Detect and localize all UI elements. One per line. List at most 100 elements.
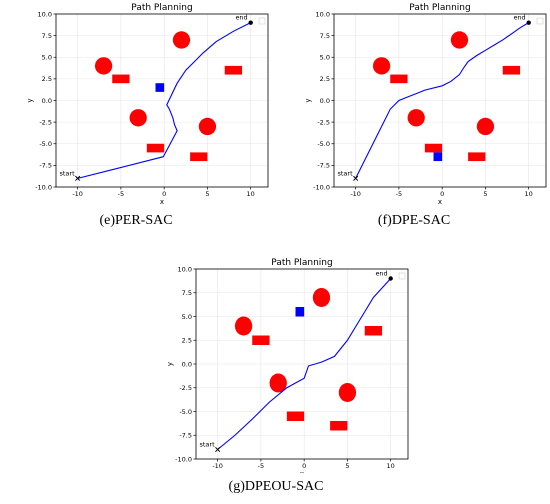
y-tick-label: -2.5 — [317, 118, 330, 126]
y-tick-label: 5.0 — [42, 54, 52, 62]
circle-obstacle — [450, 31, 469, 49]
dynamic-obstacle — [295, 307, 305, 317]
y-tick-label: -10.0 — [175, 455, 192, 463]
y-tick-label: -2.5 — [39, 118, 52, 126]
grid — [196, 268, 408, 460]
y-tick-label: -7.5 — [317, 162, 330, 170]
x-axis-label: x — [438, 198, 442, 206]
path-line — [355, 22, 529, 179]
legend-box — [258, 17, 266, 25]
end-label: end — [513, 14, 525, 22]
rect-obstacle — [390, 74, 408, 84]
rect-obstacle — [364, 326, 383, 336]
rect-obstacle — [468, 152, 486, 162]
x-tick-label: 0 — [302, 462, 306, 470]
rect-obstacle — [330, 421, 348, 431]
end-marker — [526, 20, 531, 25]
start-marker — [215, 446, 221, 453]
chart-panel-f: start end -10 -5 0 5 10 -10.0 -7.5 -5.0 -2.5 0.0 2.5… — [278, 0, 550, 232]
x-axis-label: x — [160, 198, 164, 206]
y-tick-label: -2.5 — [179, 384, 192, 392]
chart-panel-g: start end -10 -5 0 5 10 -10.0 -7.5 -5.0 -2.5 0.0 2.5… — [140, 253, 412, 504]
rect-obstacle — [224, 65, 243, 75]
y-tick-label: 10.0 — [38, 10, 52, 18]
circle-obstacle — [172, 31, 191, 49]
end-label: end — [375, 270, 387, 278]
circle-obstacle — [338, 383, 357, 402]
circle-obstacle — [476, 117, 495, 136]
chart-caption-e: (e)PER-SAC — [99, 213, 173, 228]
y-tick-label: -10.0 — [35, 183, 52, 191]
y-tick-label: 5.0 — [182, 313, 192, 321]
x-tick-label: 10 — [387, 462, 395, 470]
circle-obstacle — [312, 288, 331, 307]
start-label: start — [199, 441, 215, 449]
x-tick-label: 0 — [162, 190, 166, 198]
end-marker — [388, 276, 393, 281]
chart-g: start end -10 -5 0 5 10 -10.0 -7.5 -5.0 -2.5 0.0 2.5… — [166, 258, 409, 473]
rect-obstacle — [252, 335, 270, 345]
x-tick-label: 0 — [440, 190, 444, 198]
y-tick-label: 10.0 — [316, 10, 330, 18]
rect-obstacle — [146, 143, 165, 153]
x-tick-label: -10 — [72, 190, 83, 198]
chart-title: Path Planning — [409, 3, 470, 13]
y-tick-label: 5.0 — [320, 54, 330, 62]
x-tick-label: 5 — [205, 190, 209, 198]
chart-caption-g: (g)DPEOU-SAC — [228, 479, 324, 494]
y-tick-label: 2.5 — [182, 337, 192, 345]
rect-obstacle — [112, 74, 130, 84]
path-line — [217, 278, 392, 450]
rect-obstacle — [286, 411, 305, 421]
x-tick-label: -5 — [118, 190, 124, 198]
y-tick-label: 10.0 — [178, 265, 192, 273]
end-label: end — [235, 14, 247, 22]
x-tick-label: -5 — [258, 462, 264, 470]
circle-obstacle — [234, 316, 253, 336]
y-axis-label: y — [166, 362, 174, 366]
chart-title: Path Planning — [131, 3, 192, 13]
x-tick-label: 5 — [345, 462, 349, 470]
start-label: start — [59, 169, 75, 177]
y-tick-label: 2.5 — [320, 75, 330, 83]
grid — [334, 13, 546, 188]
start-marker — [75, 175, 81, 181]
chart-title: Path Planning — [271, 258, 332, 268]
circle-obstacle — [198, 117, 217, 136]
circle-obstacle — [94, 57, 113, 75]
x-tick-label: -10 — [212, 462, 223, 470]
y-tick-label: -5.0 — [179, 408, 192, 416]
chart-e: start end -10 -5 0 5 10 -10.0 -7.5 -5.0 -2.5 0.0 2.5… — [26, 3, 269, 206]
chart-f: start end -10 -5 0 5 10 -10.0 -7.5 -5.0 -2.5 0.0 2.5… — [304, 3, 547, 206]
legend-box — [398, 272, 406, 280]
grid — [56, 13, 268, 188]
y-tick-label: 7.5 — [42, 32, 52, 40]
x-tick-label: -10 — [350, 190, 361, 198]
y-tick-label: -5.0 — [39, 140, 52, 148]
circle-obstacle — [372, 57, 391, 75]
rect-obstacle — [424, 143, 443, 153]
x-tick-label: -5 — [396, 190, 402, 198]
end-marker — [248, 20, 253, 25]
dynamic-obstacle — [155, 83, 165, 92]
y-tick-label: -7.5 — [179, 432, 192, 440]
rect-obstacle — [190, 152, 208, 162]
y-tick-label: 7.5 — [320, 32, 330, 40]
rect-obstacle — [502, 65, 521, 75]
y-tick-label: 2.5 — [42, 75, 52, 83]
x-tick-label: 10 — [247, 190, 255, 198]
x-tick-label: 5 — [483, 190, 487, 198]
x-axis-label: x — [300, 470, 304, 473]
y-tick-label: -10.0 — [313, 183, 330, 191]
y-tick-label: -5.0 — [317, 140, 330, 148]
y-tick-label: 7.5 — [182, 289, 192, 297]
chart-panel-e: start end -10 -5 0 5 10 -10.0 -7.5 -5.0 -2.5 0.0 2.5… — [0, 0, 272, 232]
start-marker — [353, 175, 359, 181]
legend-box — [536, 17, 544, 25]
x-tick-label: 10 — [525, 190, 533, 198]
y-tick-label: 0.0 — [182, 360, 192, 368]
circle-obstacle — [407, 109, 425, 127]
circle-obstacle — [129, 109, 147, 127]
path-line — [77, 22, 251, 179]
y-axis-label: y — [304, 98, 312, 102]
